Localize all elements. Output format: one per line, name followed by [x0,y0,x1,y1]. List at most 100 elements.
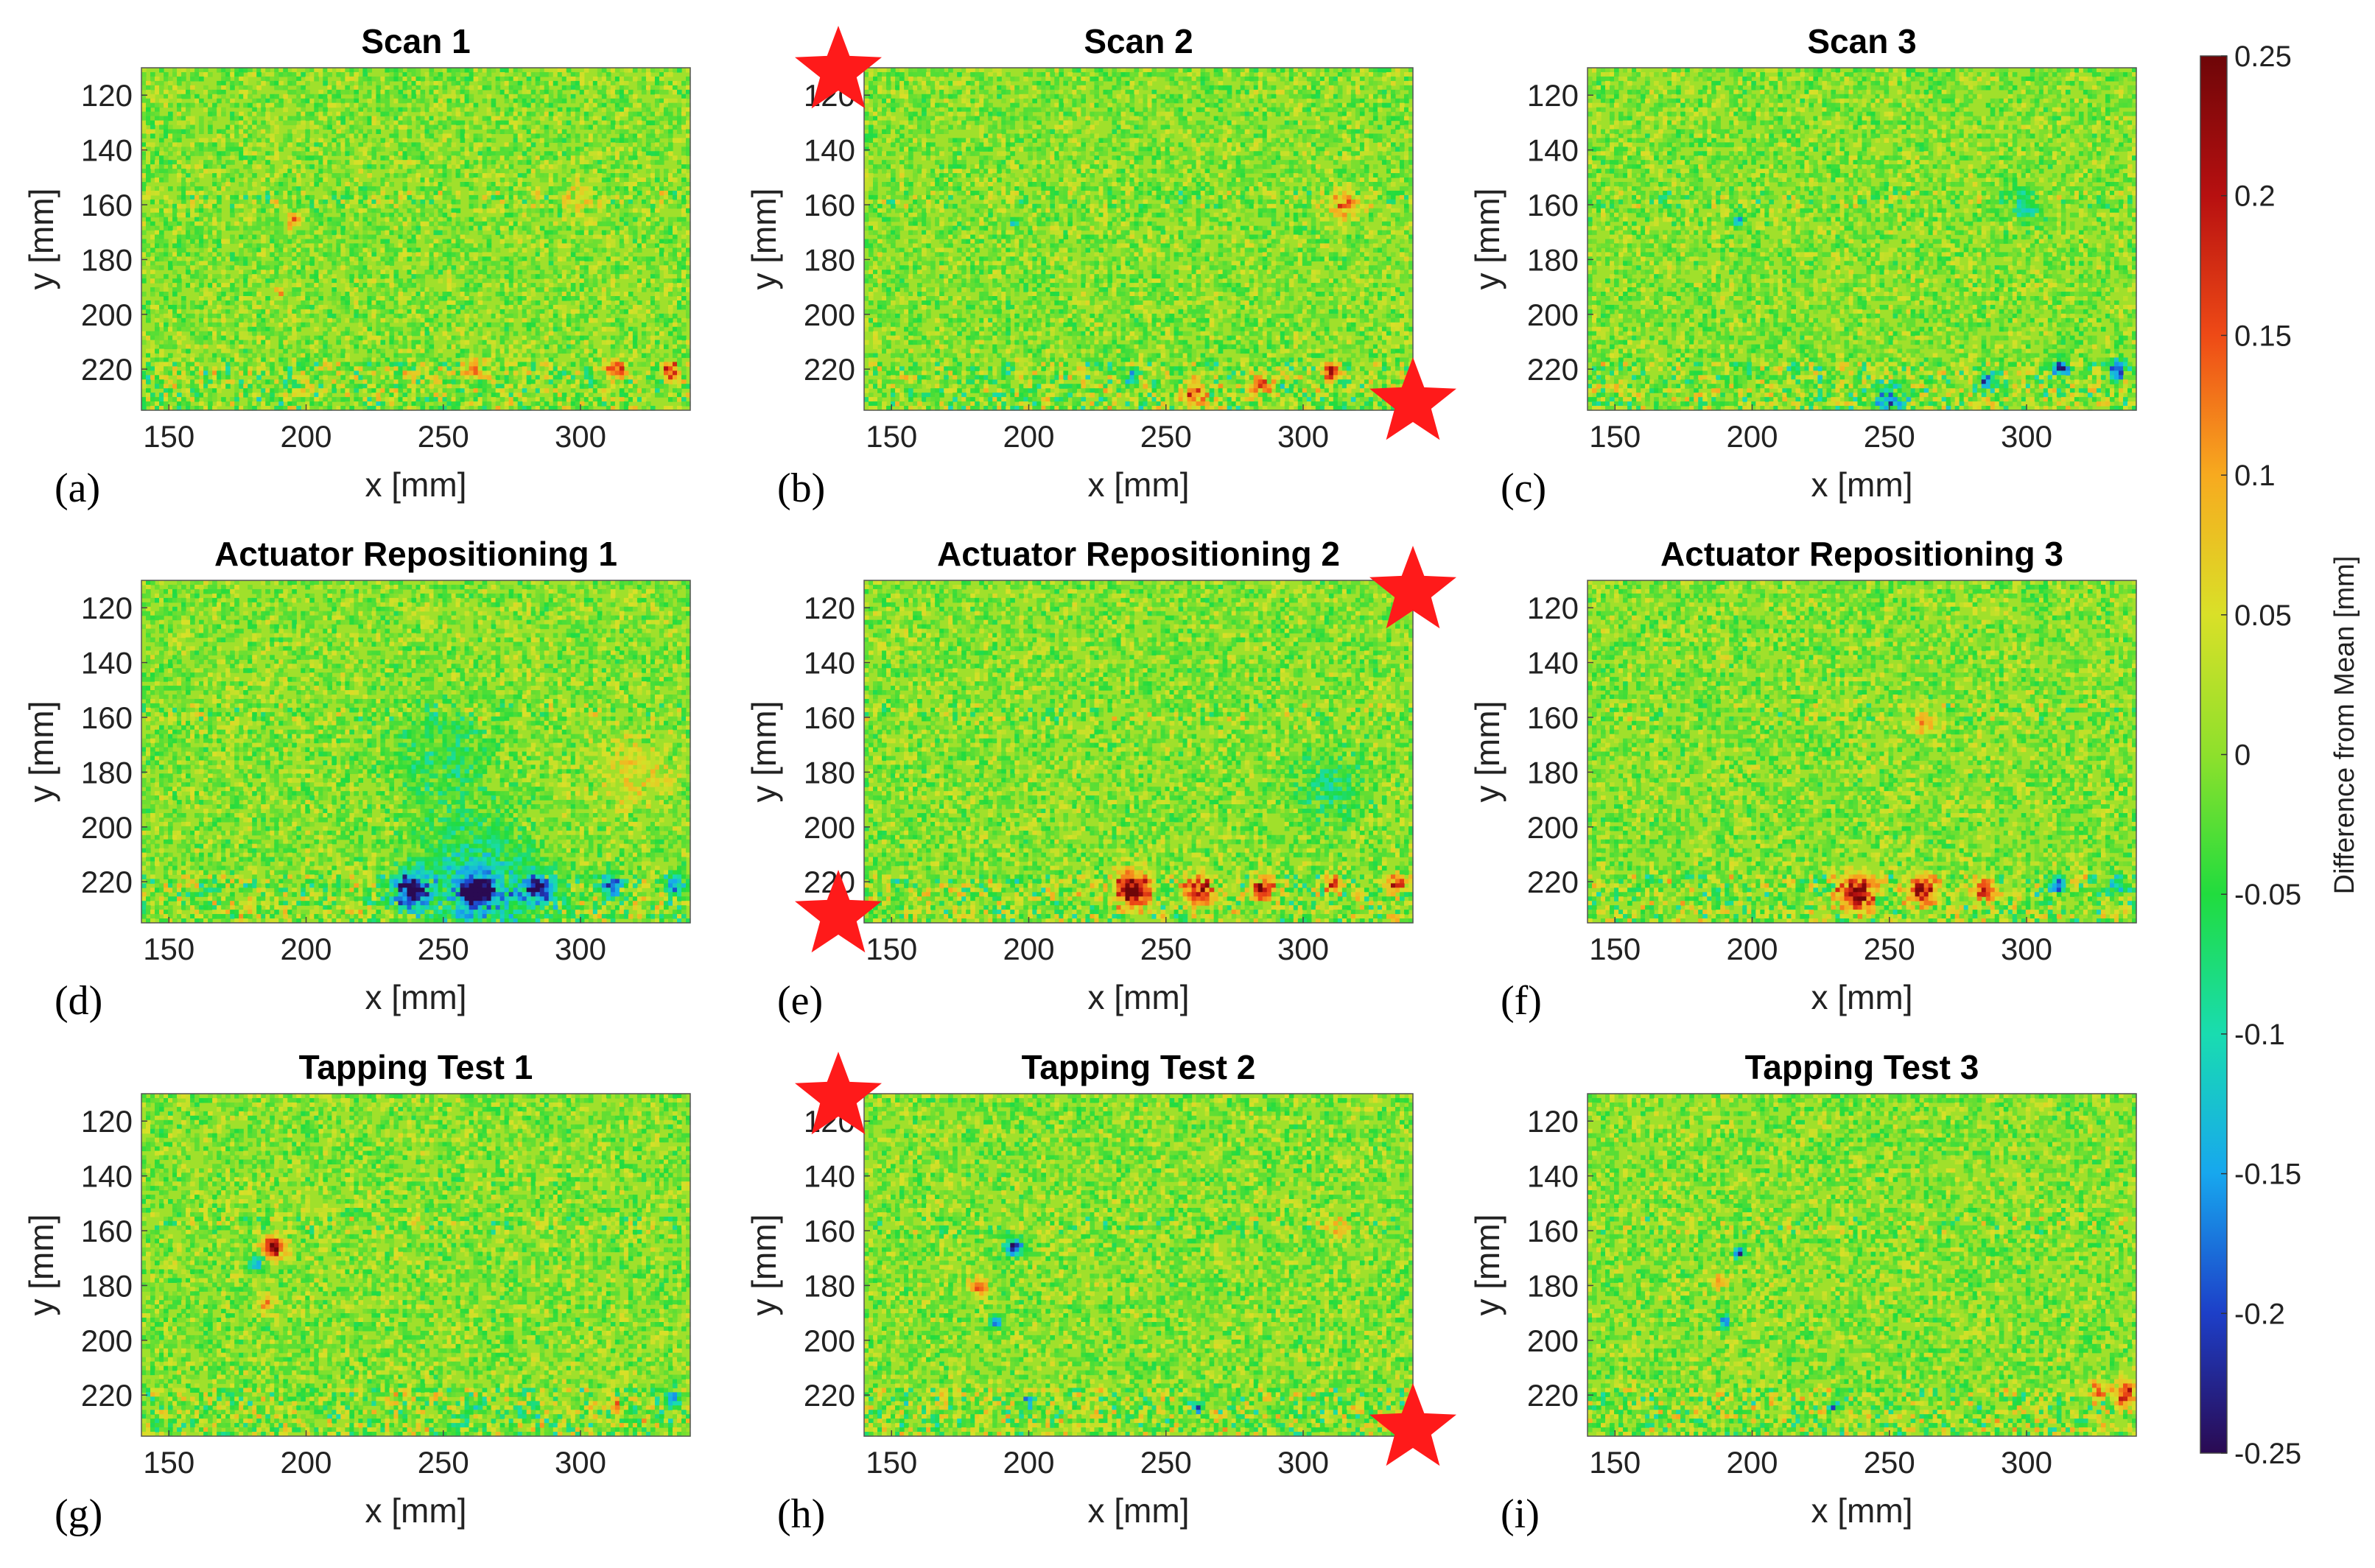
heatmap-cell [575,112,580,117]
heatmap-cell [212,108,217,113]
heatmap-cell [354,94,359,99]
heatmap-cell [584,90,589,95]
heatmap-cell [544,94,550,99]
heatmap-cell [513,116,519,122]
heatmap-cell [199,129,204,134]
heatmap-cell [509,121,514,126]
heatmap-cell [305,129,310,134]
heatmap-cell [243,103,248,108]
heatmap-cell [624,81,629,86]
heatmap-cell [393,90,399,95]
heatmap-cell [589,112,594,117]
heatmap-cell [203,72,208,77]
heatmap-cell [558,68,563,73]
heatmap-cell [611,121,616,126]
heatmap-cell [212,90,217,95]
heatmap-cell [358,77,363,82]
heatmap-cell [155,108,160,113]
heatmap-cell [429,77,435,82]
heatmap-cell [513,72,519,77]
heatmap-cell [677,81,682,86]
heatmap-cell [483,81,488,86]
heatmap-cell [155,85,160,91]
heatmap-cell [575,85,580,91]
heatmap-cell [411,94,416,99]
heatmap-cell [469,112,474,117]
heatmap-cell [597,99,603,104]
heatmap-cell [575,72,580,77]
heatmap-cell [642,116,647,122]
heatmap-cell [287,90,292,95]
heatmap-cell [487,85,492,91]
heatmap-cell [212,116,217,122]
heatmap-cell [398,112,403,117]
heatmap-cell [402,81,407,86]
heatmap-cell [314,125,319,130]
heatmap-cell [460,108,466,113]
heatmap-cell [301,85,306,91]
heatmap-cell [553,68,558,73]
heatmap-cell [221,68,226,73]
heatmap-cell [509,90,514,95]
heatmap-cell [659,125,664,130]
heatmap-cell [571,112,576,117]
heatmap-cell [296,103,301,108]
heatmap-cell [456,72,461,77]
heatmap-cell [580,116,585,122]
heatmap-cell [164,72,169,77]
heatmap-cell [474,125,479,130]
heatmap-cell [642,90,647,95]
heatmap-cell [469,68,474,73]
heatmap-cell [571,81,576,86]
heatmap-cell [628,112,634,117]
heatmap-cell [301,72,306,77]
heatmap-cell [566,108,572,113]
heatmap-cell [402,116,407,122]
heatmap-cell [168,116,173,122]
heatmap-cell [331,99,337,104]
heatmap-cell [536,125,541,130]
heatmap-cell [261,99,266,104]
heatmap-cell [274,116,279,122]
heatmap-cell [389,108,394,113]
heatmap-cell [314,99,319,104]
heatmap-cell [309,77,315,82]
heatmap-cell [208,108,213,113]
heatmap-cell [505,125,510,130]
heatmap-cell [194,94,200,99]
heatmap-cell [460,121,466,126]
heatmap-cell [371,116,376,122]
heatmap-cell [385,103,390,108]
heatmap-cell [549,125,554,130]
heatmap-field [141,68,691,411]
heatmap-cell [164,99,169,104]
heatmap-cell [655,77,660,82]
heatmap-cell [234,72,239,77]
heatmap-cell [150,116,155,122]
heatmap-cell [177,81,182,86]
heatmap-cell [340,125,345,130]
heatmap-cell [177,94,182,99]
heatmap-cell [447,68,452,73]
heatmap-cell [367,108,372,113]
heatmap-cell [292,99,297,104]
heatmap-cell [296,81,301,86]
heatmap-cell [456,103,461,108]
heatmap-cell [416,85,421,91]
heatmap-cell [243,129,248,134]
heatmap-cell [478,90,483,95]
heatmap-cell [496,112,501,117]
heatmap-cell [362,72,368,77]
heatmap-cell [465,112,470,117]
heatmap-cell [345,68,350,73]
heatmap-cell [527,94,532,99]
heatmap-cell [314,129,319,134]
heatmap-cell [429,90,435,95]
heatmap-cell [301,103,306,108]
heatmap-cell [416,125,421,130]
heatmap-cell [177,103,182,108]
heatmap-cell [230,94,235,99]
heatmap-cell [438,77,443,82]
heatmap-cell [186,94,191,99]
heatmap-cell [376,90,381,95]
